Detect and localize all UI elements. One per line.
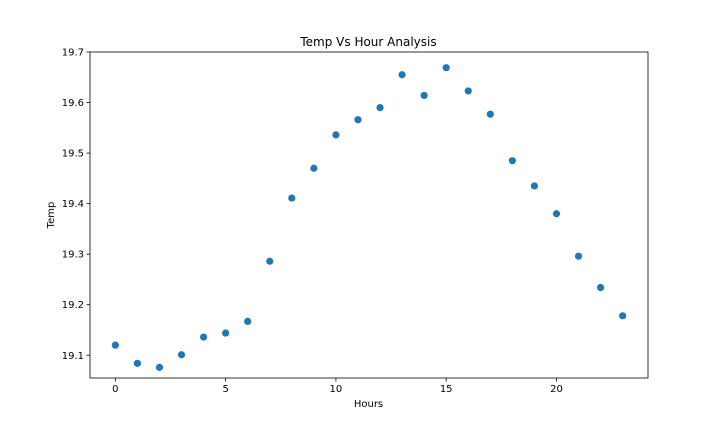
x-axis-ticks: 0 5 10 15 20 <box>112 378 563 395</box>
chart-title: Temp Vs Hour Analysis <box>299 35 436 49</box>
y-tick-label: 19.6 <box>62 98 84 109</box>
x-tick-label: 20 <box>550 384 563 395</box>
data-point <box>266 257 274 265</box>
y-tick-label: 19.2 <box>62 300 84 311</box>
data-point <box>376 103 384 112</box>
plot-frame <box>89 51 649 379</box>
data-point <box>244 317 252 325</box>
data-point <box>508 157 516 165</box>
data-point <box>530 182 539 190</box>
y-tick-label: 19.5 <box>62 149 84 160</box>
data-point <box>111 341 119 349</box>
data-point <box>574 252 583 260</box>
x-tick-label: 0 <box>112 384 118 395</box>
data-point <box>442 64 450 72</box>
data-point <box>398 71 406 79</box>
data-points <box>111 64 627 371</box>
x-tick-label: 5 <box>222 384 228 395</box>
data-point <box>596 283 605 292</box>
y-tick-label: 19.1 <box>62 351 84 362</box>
data-point <box>222 329 230 337</box>
data-point <box>552 210 561 218</box>
data-point <box>155 363 164 371</box>
data-point <box>420 91 428 100</box>
y-axis-ticks: 19.1 19.2 19.3 19.4 19.5 19.6 19.7 <box>62 48 90 362</box>
data-point <box>310 164 318 172</box>
data-point <box>177 351 186 359</box>
data-point <box>199 333 208 341</box>
y-tick-label: 19.3 <box>62 250 84 261</box>
x-tick-label: 15 <box>440 384 453 395</box>
data-point <box>464 87 472 95</box>
data-point <box>354 116 362 124</box>
data-point <box>619 312 627 320</box>
x-axis-label: Hours <box>354 399 383 410</box>
x-tick-label: 10 <box>330 384 343 395</box>
data-point <box>288 194 296 202</box>
data-point <box>332 131 340 139</box>
y-tick-label: 19.7 <box>62 48 84 59</box>
y-tick-label: 19.4 <box>62 199 84 210</box>
data-point <box>486 110 494 118</box>
y-axis-label: Temp <box>46 202 57 230</box>
data-point <box>133 359 142 367</box>
